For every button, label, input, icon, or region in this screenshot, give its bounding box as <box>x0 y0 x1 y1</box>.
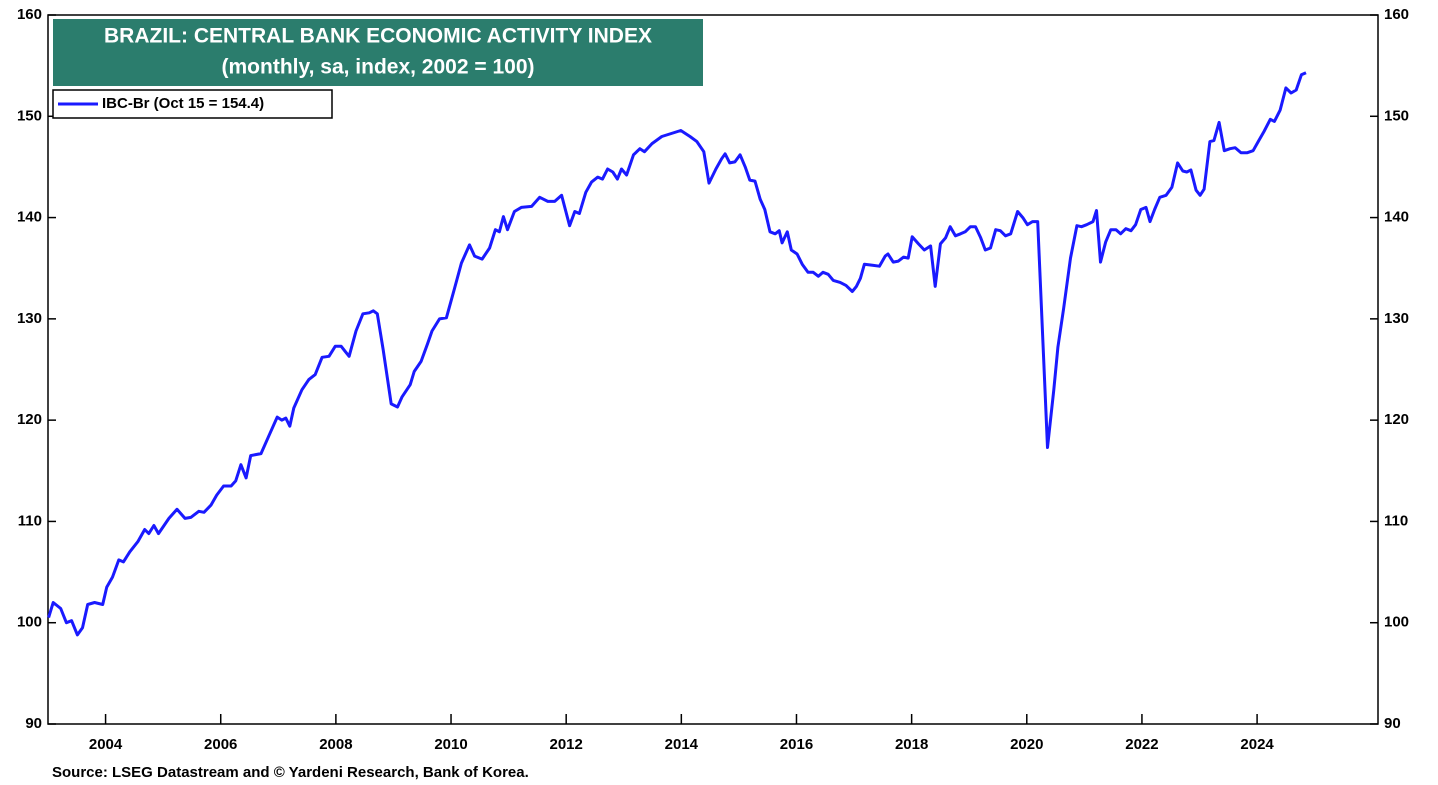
x-tick-label: 2008 <box>319 736 352 753</box>
y2-tick-label: 90 <box>1384 715 1401 732</box>
y2-tick-label: 120 <box>1384 411 1409 428</box>
y2-tick-label: 140 <box>1384 209 1409 226</box>
y-tick-label: 120 <box>17 411 42 428</box>
y-tick-label: 130 <box>17 310 42 327</box>
y2-tick-label: 160 <box>1384 6 1409 23</box>
x-tick-label: 2018 <box>895 736 928 753</box>
legend <box>52 89 333 119</box>
y2-tick-label: 150 <box>1384 107 1409 124</box>
x-tick-label: 2004 <box>89 736 123 753</box>
x-tick-label: 2016 <box>780 736 813 753</box>
legend-label: IBC-Br (Oct 15 = 154.4) <box>102 95 264 112</box>
y-tick-label: 140 <box>17 209 42 226</box>
y2-tick-label: 130 <box>1384 310 1409 327</box>
y-tick-label: 100 <box>17 614 42 631</box>
y2-tick-label: 100 <box>1384 614 1409 631</box>
y-tick-label: 150 <box>17 107 42 124</box>
plot-frame <box>47 14 1379 725</box>
chart-title: BRAZIL: CENTRAL BANK ECONOMIC ACTIVITY I… <box>104 25 652 48</box>
y-tick-label: 110 <box>18 512 42 529</box>
x-tick-label: 2024 <box>1240 736 1274 753</box>
y2-tick-label: 110 <box>1384 512 1408 529</box>
y-tick-label: 90 <box>25 715 42 732</box>
x-tick-label: 2014 <box>665 736 699 753</box>
data-line <box>47 71 1307 637</box>
x-tick-label: 2020 <box>1010 736 1043 753</box>
chart-subtitle: (monthly, sa, index, 2002 = 100) <box>222 56 535 79</box>
marks <box>47 14 1378 725</box>
source-note: Source: LSEG Datastream and © Yardeni Re… <box>52 764 529 781</box>
x-tick-label: 2012 <box>549 736 582 753</box>
y-tick-label: 160 <box>17 6 42 23</box>
x-tick-label: 2006 <box>204 736 237 753</box>
x-tick-label: 2010 <box>434 736 467 753</box>
title-box <box>53 19 703 86</box>
x-tick-label: 2022 <box>1125 736 1158 753</box>
